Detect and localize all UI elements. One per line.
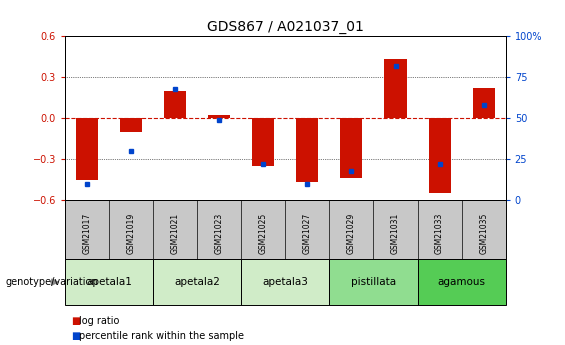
Text: ■: ■: [71, 332, 80, 341]
Text: GSM21027: GSM21027: [303, 213, 312, 254]
Text: GSM21035: GSM21035: [479, 213, 488, 254]
Bar: [329, 259, 418, 305]
Bar: [418, 259, 506, 305]
Bar: [241, 259, 329, 305]
Text: apetala1: apetala1: [86, 277, 132, 287]
Bar: [296, 118, 318, 183]
Text: GSM21019: GSM21019: [127, 213, 136, 254]
Text: log ratio: log ratio: [79, 316, 119, 326]
Bar: [472, 88, 494, 118]
Bar: [252, 118, 275, 166]
Bar: [384, 59, 406, 118]
Bar: [340, 118, 363, 178]
Text: pistillata: pistillata: [351, 277, 396, 287]
Bar: [164, 91, 186, 118]
Bar: [428, 118, 451, 193]
Text: GSM21029: GSM21029: [347, 213, 356, 254]
Text: genotype/variation: genotype/variation: [6, 277, 98, 287]
Text: GSM21023: GSM21023: [215, 213, 224, 254]
Bar: [208, 116, 231, 118]
Bar: [76, 118, 98, 180]
Text: percentile rank within the sample: percentile rank within the sample: [79, 332, 244, 341]
Title: GDS867 / A021037_01: GDS867 / A021037_01: [207, 20, 364, 34]
Bar: [120, 118, 142, 132]
Text: GSM21025: GSM21025: [259, 213, 268, 254]
Text: GSM21033: GSM21033: [435, 213, 444, 254]
Bar: [153, 259, 241, 305]
Text: apetala2: apetala2: [174, 277, 220, 287]
Text: GSM21017: GSM21017: [82, 213, 92, 254]
Bar: [65, 259, 153, 305]
Text: GSM21021: GSM21021: [171, 213, 180, 254]
Text: ■: ■: [71, 316, 80, 326]
Text: agamous: agamous: [438, 277, 485, 287]
Text: GSM21031: GSM21031: [391, 213, 400, 254]
Text: apetala3: apetala3: [262, 277, 308, 287]
